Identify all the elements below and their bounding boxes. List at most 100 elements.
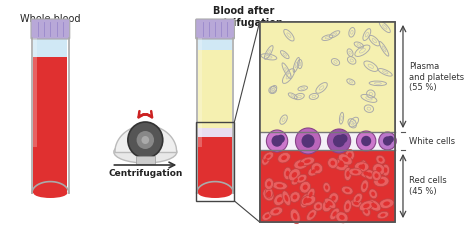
Ellipse shape [355, 162, 369, 172]
Ellipse shape [378, 158, 383, 162]
Text: Centrifugation: Centrifugation [108, 169, 182, 178]
Ellipse shape [291, 175, 301, 185]
Ellipse shape [373, 164, 385, 175]
Ellipse shape [114, 141, 177, 163]
Ellipse shape [379, 199, 394, 208]
Ellipse shape [341, 186, 353, 195]
Ellipse shape [359, 201, 374, 211]
Ellipse shape [348, 153, 352, 158]
Bar [136, 156, 155, 164]
Ellipse shape [265, 214, 269, 218]
Ellipse shape [299, 177, 304, 181]
Ellipse shape [363, 183, 366, 189]
Ellipse shape [263, 188, 274, 201]
Ellipse shape [374, 173, 379, 178]
Circle shape [361, 136, 371, 146]
Ellipse shape [353, 193, 363, 204]
Ellipse shape [34, 188, 67, 198]
Ellipse shape [353, 170, 358, 174]
Bar [198, 128, 232, 137]
Ellipse shape [358, 165, 365, 169]
Text: Whole blood: Whole blood [20, 14, 81, 24]
Ellipse shape [198, 188, 232, 198]
Ellipse shape [384, 167, 387, 173]
Ellipse shape [362, 206, 370, 216]
Circle shape [137, 131, 154, 149]
Ellipse shape [300, 181, 310, 193]
Circle shape [328, 129, 351, 153]
Bar [34, 57, 67, 193]
Ellipse shape [316, 204, 320, 208]
Ellipse shape [311, 163, 323, 174]
Circle shape [141, 136, 149, 144]
Ellipse shape [371, 203, 377, 208]
Ellipse shape [310, 212, 314, 217]
Ellipse shape [294, 159, 308, 169]
Circle shape [277, 135, 285, 143]
Bar [198, 50, 232, 128]
Circle shape [333, 135, 345, 147]
Bar [260, 150, 395, 222]
Ellipse shape [330, 161, 335, 165]
Circle shape [379, 132, 396, 150]
Ellipse shape [264, 178, 273, 190]
Ellipse shape [376, 167, 382, 172]
FancyBboxPatch shape [196, 19, 235, 39]
Bar [34, 38, 37, 147]
Ellipse shape [330, 208, 339, 220]
Ellipse shape [314, 166, 319, 171]
Ellipse shape [264, 158, 267, 163]
Ellipse shape [331, 196, 336, 201]
Ellipse shape [345, 149, 355, 161]
Bar [198, 38, 202, 147]
Bar [260, 22, 395, 222]
Ellipse shape [338, 154, 352, 165]
Ellipse shape [293, 213, 298, 220]
Ellipse shape [364, 209, 368, 214]
Ellipse shape [363, 203, 370, 208]
Ellipse shape [304, 159, 310, 163]
Ellipse shape [263, 152, 273, 161]
Ellipse shape [288, 169, 300, 181]
Circle shape [383, 136, 392, 146]
Text: Red cells
(45 %): Red cells (45 %) [409, 176, 447, 196]
Ellipse shape [273, 209, 279, 214]
Text: White cells: White cells [409, 136, 455, 146]
Ellipse shape [371, 192, 375, 196]
Ellipse shape [292, 195, 297, 199]
Bar [260, 22, 395, 222]
Circle shape [266, 130, 288, 152]
Ellipse shape [294, 178, 298, 182]
Bar [196, 122, 235, 201]
Ellipse shape [265, 188, 273, 198]
Ellipse shape [270, 207, 283, 216]
Ellipse shape [339, 161, 344, 165]
Ellipse shape [290, 209, 300, 224]
Bar [34, 38, 67, 57]
Ellipse shape [362, 164, 365, 170]
Ellipse shape [356, 196, 360, 201]
Ellipse shape [309, 192, 313, 197]
Bar [198, 137, 232, 193]
Ellipse shape [278, 153, 291, 163]
Text: Plasma
and platelets
(55 %): Plasma and platelets (55 %) [409, 62, 464, 92]
Ellipse shape [383, 201, 390, 206]
Ellipse shape [332, 211, 337, 217]
Ellipse shape [273, 182, 287, 190]
Ellipse shape [328, 158, 338, 168]
Ellipse shape [374, 176, 389, 187]
Ellipse shape [346, 171, 350, 177]
Text: Blood after
centrifugation: Blood after centrifugation [205, 6, 283, 28]
Ellipse shape [376, 155, 385, 164]
Ellipse shape [349, 168, 362, 176]
Ellipse shape [313, 202, 323, 211]
Bar [198, 38, 232, 50]
Ellipse shape [360, 160, 367, 174]
Ellipse shape [281, 155, 287, 160]
Circle shape [339, 134, 347, 143]
Ellipse shape [273, 194, 285, 206]
Ellipse shape [266, 154, 271, 158]
Ellipse shape [284, 195, 288, 201]
Circle shape [301, 134, 315, 148]
Circle shape [295, 128, 320, 154]
